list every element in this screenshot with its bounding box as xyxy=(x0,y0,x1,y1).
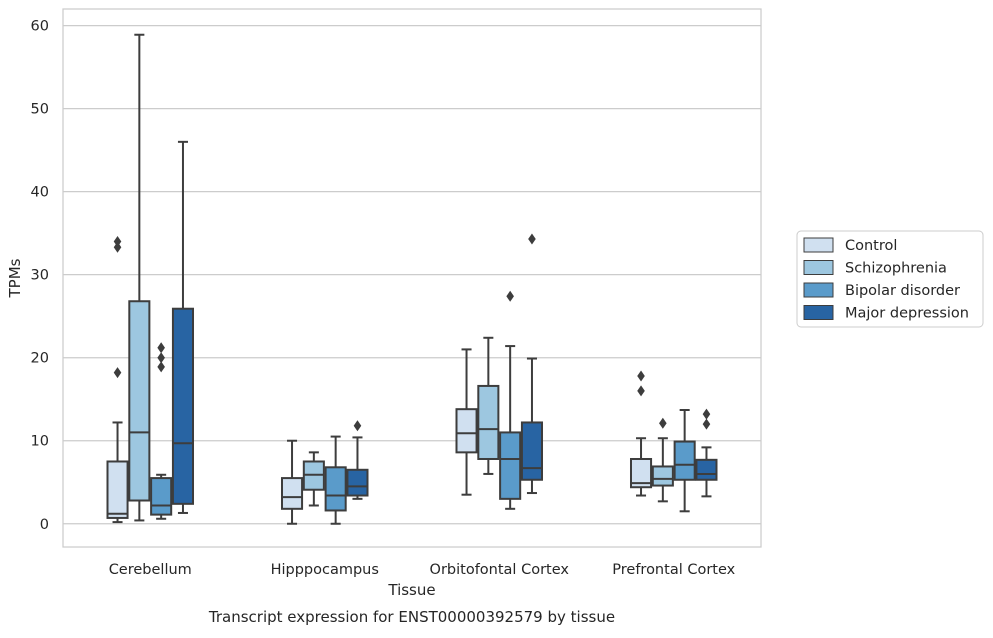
legend: Control Schizophrenia Bipolar disorder Majo… xyxy=(796,230,984,328)
y-tick-label: 10 xyxy=(31,434,49,450)
y-tick-label: 20 xyxy=(31,351,49,367)
y-axis-label: TPMs xyxy=(6,258,24,298)
box-body xyxy=(280,477,304,510)
outlier-point xyxy=(528,233,536,245)
box-0-0 xyxy=(106,235,129,524)
legend-swatch xyxy=(803,282,834,298)
outlier-point xyxy=(113,241,122,253)
x-tick-label: Orbitofontal Cortex xyxy=(430,562,570,578)
outlier-point xyxy=(702,408,711,420)
x-tick-label: Prefrontal Cortex xyxy=(612,562,735,578)
legend-frame xyxy=(796,230,984,328)
x-axis-ticks: Cerebellum Hipppocampus Orbitofontal Corte… xyxy=(109,562,736,578)
outlier-point xyxy=(659,417,667,429)
box-2-3 xyxy=(520,233,544,495)
box-body xyxy=(499,431,522,500)
box-body xyxy=(673,440,696,481)
box-2-1 xyxy=(477,336,500,475)
box-body xyxy=(150,477,173,516)
box-2-0 xyxy=(455,348,478,496)
box-0-1 xyxy=(128,33,151,522)
x-tick-label: Cerebellum xyxy=(109,562,192,578)
legend-label: Major depression xyxy=(845,306,969,322)
boxes xyxy=(106,33,718,525)
outlier-point xyxy=(702,418,711,430)
legend-label: Bipolar disorder xyxy=(845,283,960,299)
box-body xyxy=(695,458,718,481)
plot-frame xyxy=(62,8,762,548)
y-tick-label: 50 xyxy=(31,102,49,118)
box-1-0 xyxy=(280,439,304,525)
box-body xyxy=(346,468,369,497)
x-tick-label: Hipppocampus xyxy=(271,562,379,578)
box-body xyxy=(106,460,129,519)
box-1-2 xyxy=(324,435,347,525)
box-3-3 xyxy=(695,408,718,498)
box-body xyxy=(324,466,347,512)
outlier-point xyxy=(157,352,165,364)
y-tick-label: 30 xyxy=(31,268,49,284)
outlier-point xyxy=(157,361,165,373)
x-axis-label: Tissue xyxy=(387,581,435,599)
y-tick-label: 0 xyxy=(40,517,49,533)
legend-swatch xyxy=(803,260,834,275)
y-axis-ticks: 0 10 20 30 40 50 60 xyxy=(31,19,49,533)
y-tick-label: 40 xyxy=(31,185,49,201)
box-3-0 xyxy=(629,370,653,497)
box-0-2 xyxy=(150,342,173,520)
legend-label: Control xyxy=(845,238,897,254)
box-body xyxy=(520,421,544,481)
legend-swatch xyxy=(803,237,834,253)
outlier-point xyxy=(506,290,514,302)
box-body xyxy=(477,384,500,460)
grid-lines xyxy=(63,24,761,525)
box-0-3 xyxy=(171,140,195,514)
box-3-1 xyxy=(651,417,674,503)
outlier-point xyxy=(637,385,645,397)
outlier-point xyxy=(637,370,645,382)
box-body xyxy=(455,408,478,454)
box-1-1 xyxy=(302,451,325,507)
box-3-2 xyxy=(673,409,696,513)
box-2-2 xyxy=(499,290,522,510)
outlier-point xyxy=(157,342,165,354)
outlier-point xyxy=(113,235,122,247)
y-tick-label: 60 xyxy=(31,19,49,35)
legend-label: Schizophrenia xyxy=(845,261,947,277)
box-1-3 xyxy=(346,420,369,500)
box-body xyxy=(651,465,674,487)
box-body xyxy=(171,307,195,505)
box-body xyxy=(629,457,653,489)
outlier-point xyxy=(113,367,122,379)
legend-swatch xyxy=(803,305,834,320)
chart-caption: Transcript expression for ENST0000039257… xyxy=(208,608,615,626)
box-body xyxy=(128,300,151,502)
outlier-point xyxy=(353,420,362,432)
